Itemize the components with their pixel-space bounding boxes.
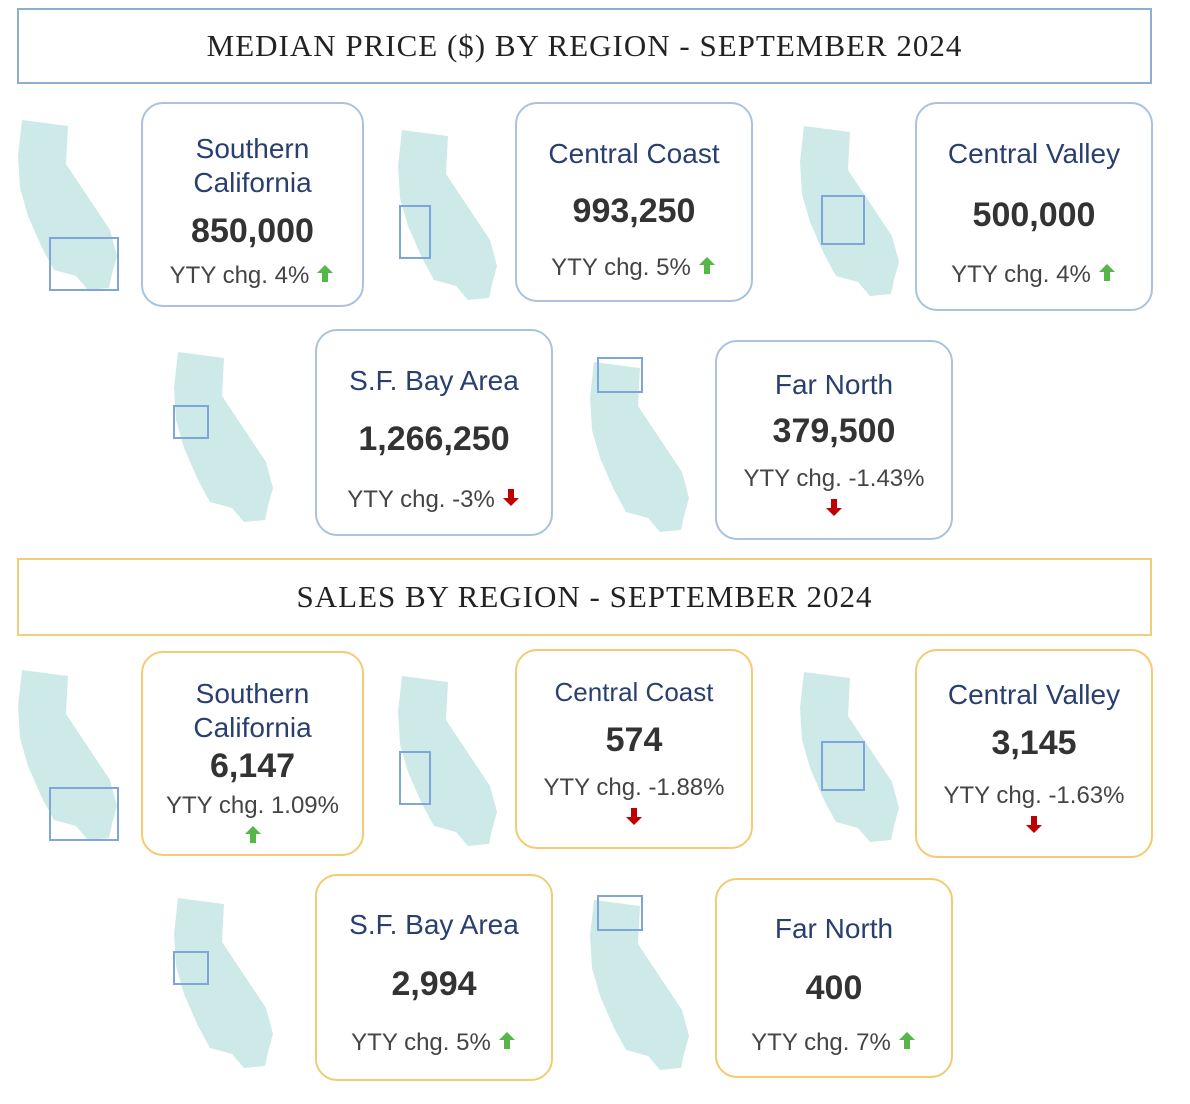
sales-value: 574 xyxy=(605,721,663,759)
median-price-value: 379,500 xyxy=(772,412,896,450)
section-title: MEDIAN PRICE ($) BY REGION - SEPTEMBER 2… xyxy=(206,28,963,63)
yty-change: YTY chg. 7% xyxy=(717,1029,951,1058)
california-map-icon xyxy=(396,126,506,306)
up-arrow-icon xyxy=(1097,262,1117,290)
california-map-icon xyxy=(172,894,282,1074)
median-price-value: 1,266,250 xyxy=(358,420,510,458)
median-price-value: 500,000 xyxy=(972,196,1096,234)
california-shape xyxy=(398,676,497,846)
region-card-central-valley: Central Valley 500,000 YTY chg. 4% xyxy=(915,102,1153,311)
up-arrow-icon xyxy=(497,1030,517,1058)
yty-change: YTY chg. -1.63% xyxy=(917,782,1151,842)
yty-change: YTY chg. -1.88% xyxy=(517,774,751,834)
california-map-icon xyxy=(172,348,282,528)
region-highlight-box xyxy=(399,205,431,259)
california-map-icon xyxy=(16,666,126,846)
yty-change: YTY chg. 5% xyxy=(517,254,751,283)
california-shape xyxy=(398,130,497,300)
region-card-sf-bay-area: S.F. Bay Area 1,266,250 YTY chg. -3% xyxy=(315,329,553,536)
california-shape xyxy=(18,670,117,840)
up-arrow-icon xyxy=(315,263,335,291)
yty-change: YTY chg. -1.43% xyxy=(717,465,951,525)
up-arrow-icon xyxy=(697,255,717,283)
region-highlight-box xyxy=(173,405,209,439)
yty-change: YTY chg. 4% xyxy=(917,261,1151,290)
yty-change: YTY chg. 5% xyxy=(317,1029,551,1058)
region-name: S.F. Bay Area xyxy=(349,909,519,940)
california-map-icon xyxy=(588,357,698,538)
california-shape xyxy=(590,900,689,1070)
california-shape xyxy=(18,120,117,290)
sales-value: 6,147 xyxy=(209,747,296,785)
california-map-icon xyxy=(396,672,506,852)
yty-change: YTY chg. -3% xyxy=(317,486,551,515)
region-highlight-box xyxy=(597,357,643,393)
sales-banner: SALES BY REGION - SEPTEMBER 2024 xyxy=(17,558,1152,636)
region-highlight-box xyxy=(49,787,119,841)
region-highlight-box xyxy=(821,741,865,791)
region-card-sf-bay-area: S.F. Bay Area 2,994 YTY chg. 5% xyxy=(315,874,553,1081)
california-map-icon xyxy=(798,122,908,302)
sales-value: 2,994 xyxy=(391,965,477,1003)
sales-value: 400 xyxy=(805,969,863,1007)
california-shape xyxy=(590,362,689,532)
down-arrow-icon xyxy=(717,497,951,525)
california-map-icon xyxy=(16,116,126,296)
region-card-southern-california: Southern California 6,147 YTY chg. 1.09% xyxy=(141,651,364,856)
region-highlight-box xyxy=(821,195,865,245)
region-name: Central Coast xyxy=(554,677,714,707)
yty-change: YTY chg. 1.09% xyxy=(143,792,362,852)
median-price-value: 993,250 xyxy=(572,192,696,230)
region-name: Central Valley xyxy=(947,679,1121,710)
region-card-central-coast: Central Coast 574 YTY chg. -1.88% xyxy=(515,649,753,849)
region-highlight-box xyxy=(597,895,643,931)
california-shape xyxy=(174,352,273,522)
region-card-far-north: Far North 379,500 YTY chg. -1.43% xyxy=(715,340,953,540)
region-card-far-north: Far North 400 YTY chg. 7% xyxy=(715,878,953,1078)
median-price-value: 850,000 xyxy=(191,212,314,250)
california-map-icon xyxy=(588,895,698,1076)
median-price-banner: MEDIAN PRICE ($) BY REGION - SEPTEMBER 2… xyxy=(17,8,1152,84)
yty-change: YTY chg. 4% xyxy=(143,262,362,291)
region-card-central-valley: Central Valley 3,145 YTY chg. -1.63% xyxy=(915,649,1153,858)
sales-value: 3,145 xyxy=(991,724,1077,762)
up-arrow-icon xyxy=(897,1030,917,1058)
region-name: Central Coast xyxy=(548,138,720,169)
down-arrow-icon xyxy=(501,487,521,515)
region-highlight-box xyxy=(173,951,209,985)
region-name: Central Valley xyxy=(947,138,1121,169)
region-name: S.F. Bay Area xyxy=(349,365,519,396)
region-name: Far North xyxy=(774,913,894,944)
california-shape xyxy=(800,672,899,842)
down-arrow-icon xyxy=(517,806,751,834)
section-title: SALES BY REGION - SEPTEMBER 2024 xyxy=(296,579,873,614)
region-name: Southern California xyxy=(193,678,312,743)
down-arrow-icon xyxy=(917,814,1151,842)
region-card-central-coast: Central Coast 993,250 YTY chg. 5% xyxy=(515,102,753,302)
region-card-southern-california: Southern California 850,000 YTY chg. 4% xyxy=(141,102,364,307)
region-highlight-box xyxy=(49,237,119,291)
california-shape xyxy=(174,898,273,1068)
region-highlight-box xyxy=(399,751,431,805)
california-shape xyxy=(800,126,899,296)
region-name: Far North xyxy=(774,369,894,400)
up-arrow-icon xyxy=(143,824,362,852)
california-map-icon xyxy=(798,668,908,848)
region-name: Southern California xyxy=(193,133,312,198)
